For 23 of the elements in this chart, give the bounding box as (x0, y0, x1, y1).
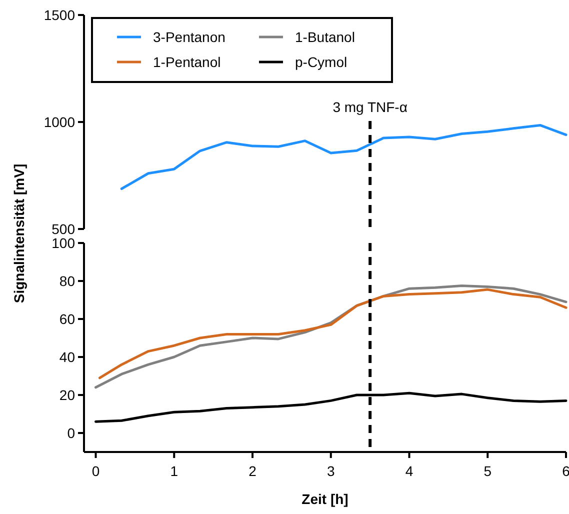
x-tick-label: 0 (92, 463, 100, 479)
y-axis-title: Signalintensität [mV] (11, 164, 27, 304)
y-tick-label: 60 (59, 310, 76, 327)
legend-label: 3-Pentanon (153, 29, 226, 45)
y-tick-label: 1500 (44, 6, 76, 23)
y-tick-label: 20 (59, 386, 76, 403)
y-tick-label: 100 (52, 234, 76, 251)
x-axis-title: Zeit [h] (302, 491, 348, 507)
x-tick-label: 2 (248, 463, 257, 479)
x-tick-label: 4 (405, 463, 414, 479)
x-tick-label: 5 (484, 463, 492, 479)
legend-label: p-Cymol (295, 54, 348, 70)
y-tick-label: 0 (67, 424, 76, 441)
y-tick-label: 40 (59, 348, 76, 365)
legend-label: 1-Butanol (295, 29, 355, 45)
legend-label: 1-Pentanol (153, 54, 221, 70)
y-tick-label: 1000 (44, 114, 76, 130)
ref-line-label: 3 mg TNF-α (332, 99, 408, 115)
x-tick-label: 3 (326, 463, 335, 479)
y-tick-label: 500 (52, 220, 76, 237)
x-tick-label: 1 (170, 463, 178, 479)
x-tick-label: 6 (562, 463, 569, 479)
y-tick-label: 80 (59, 272, 76, 289)
